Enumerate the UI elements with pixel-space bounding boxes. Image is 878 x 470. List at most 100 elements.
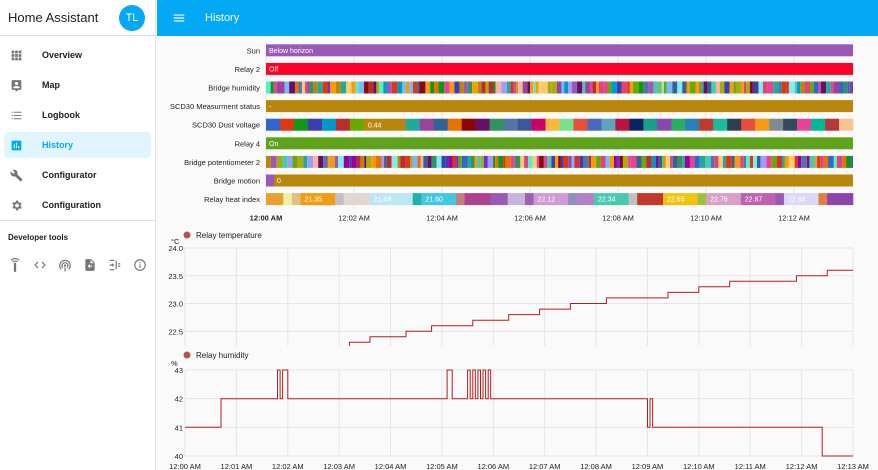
app-toolbar: History	[157, 0, 878, 36]
y-tick-label: 22.5	[168, 327, 183, 336]
list-icon	[11, 111, 22, 119]
sidebar-item-configurator[interactable]: Configurator	[4, 162, 151, 188]
legend-label[interactable]: Relay humidity	[196, 351, 248, 360]
sidebar-item-logbook[interactable]: Logbook	[4, 102, 151, 128]
timeline-state-label: 0.44	[368, 122, 382, 129]
x-tick-label: 12:01 AM	[221, 462, 253, 470]
legend-swatch[interactable]	[183, 231, 191, 239]
x-tick-label: 12:03 AM	[323, 462, 355, 470]
sidebar-item-map[interactable]: Map	[4, 72, 151, 98]
y-tick-label: 24.0	[168, 244, 183, 253]
y-tick-label: 43	[175, 366, 183, 375]
legend-label[interactable]: Relay temperature	[196, 231, 262, 240]
avatar[interactable]: TL	[119, 4, 145, 31]
timeline-state-label: 22.76	[710, 197, 728, 204]
broadcast-icon[interactable]	[58, 258, 72, 272]
series-line[interactable]	[185, 369, 853, 457]
x-tick-label: 12:12 AM	[786, 462, 818, 470]
grid-icon	[11, 50, 22, 60]
timeline-tick-label: 12:00 AM	[250, 213, 283, 222]
timeline-state-label: 22.87	[745, 197, 763, 204]
timeline-row-bar[interactable]: On	[266, 137, 853, 150]
timeline-tick-label: 12:10 AM	[690, 213, 722, 222]
x-tick-label: 12:00 AM	[169, 462, 201, 470]
sidebar-item-history[interactable]: History	[4, 132, 151, 158]
timeline-state-label: On	[269, 141, 278, 148]
sidebar: Home Assistant TL Overview Map Logbook H…	[0, 0, 156, 470]
series-line[interactable]	[185, 269, 853, 346]
y-axis-unit: °C	[171, 237, 180, 246]
timeline-row-label: Relay heat index	[204, 195, 260, 204]
gear-icon	[12, 200, 22, 210]
history-content: Sun Below horizon Relay 2 Off Bridge humidit…	[157, 36, 878, 470]
developer-tools	[8, 258, 147, 272]
timeline-state-label: 22.34	[598, 197, 616, 204]
timeline-state-label: 22.98	[788, 197, 806, 204]
timeline-chart: Sun Below horizon Relay 2 Off Bridge humidit…	[170, 41, 854, 222]
timeline-row-bar[interactable]: -	[266, 100, 853, 113]
file-export-icon[interactable]	[83, 258, 97, 272]
timeline-tick-label: 12:02 AM	[338, 213, 370, 222]
x-tick-label: 12:11 AM	[735, 462, 766, 470]
map-icon	[11, 79, 22, 91]
timeline-row-label: Bridge humidity	[208, 84, 260, 93]
chart-bar-icon	[11, 140, 22, 150]
timeline-row-label: Sun	[247, 46, 260, 55]
relay-temperature-chart: Relay temperature°C24.023.523.022.522.01…	[168, 231, 854, 346]
menu-icon[interactable]	[172, 11, 186, 25]
timeline-tick-label: 12:06 AM	[514, 213, 546, 222]
timeline-tick-label: 12:04 AM	[426, 213, 458, 222]
timeline-row-bar[interactable]: Below horizon	[266, 44, 853, 57]
timeline-state-label: 21.60	[425, 197, 443, 204]
sidebar-item-overview[interactable]: Overview	[4, 42, 151, 68]
x-tick-label: 12:05 AM	[426, 462, 458, 470]
app-title: Home Assistant	[8, 10, 99, 25]
y-tick-label: 42	[175, 395, 183, 404]
sidebar-header: Home Assistant TL	[0, 0, 155, 36]
legend-swatch[interactable]	[183, 351, 191, 359]
timeline-state-label: 22.65	[667, 197, 685, 204]
timeline-row-label: SCD30 Measurment status	[170, 102, 260, 111]
x-tick-label: 12:09 AM	[632, 462, 664, 470]
timeline-row-bar[interactable]	[266, 155, 853, 168]
timeline-row-label: Relay 2	[235, 65, 260, 74]
x-tick-label: 12:04 AM	[375, 462, 407, 470]
timeline-state-label: 21.35	[305, 197, 323, 204]
timeline-row-bar[interactable]: Off	[266, 62, 853, 75]
timeline-state-label: 22.12	[538, 197, 556, 204]
timeline-state-label: Below horizon	[269, 48, 313, 55]
timeline-row-label: Relay 4	[235, 139, 260, 148]
x-tick-label: 12:10 AM	[683, 462, 715, 470]
timeline-row-label: Bridge potentiometer 2	[184, 158, 260, 167]
timeline-row-bar[interactable]: 21.35 21.49 21.60 22.12 22.34 22.65 22.76 22.87…	[266, 193, 854, 206]
x-tick-label: 12:07 AM	[529, 462, 561, 470]
developer-tools-title: Developer tools	[8, 233, 69, 242]
remote-icon[interactable]	[8, 258, 22, 272]
template-icon[interactable]	[108, 258, 122, 272]
timeline-state-label: 21.49	[374, 197, 392, 204]
sidebar-item-configuration[interactable]: Configuration	[4, 192, 151, 218]
sidebar-item-label: Configurator	[42, 170, 97, 180]
x-tick-label: 12:06 AM	[477, 462, 509, 470]
page-title: History	[205, 12, 240, 24]
timeline-row-bar[interactable]	[266, 81, 853, 94]
info-icon[interactable]	[133, 258, 147, 272]
timeline-row-bar[interactable]: 0	[266, 174, 853, 187]
sidebar-item-label: Configuration	[42, 200, 101, 210]
sidebar-item-label: Logbook	[42, 110, 80, 120]
x-tick-label: 12:02 AM	[272, 462, 304, 470]
y-tick-label: 23.5	[168, 272, 183, 281]
timeline-state-label: 0	[277, 178, 281, 185]
code-icon[interactable]	[33, 258, 47, 272]
timeline-state-label: Off	[269, 67, 278, 74]
timeline-tick-label: 12:08 AM	[602, 213, 634, 222]
sidebar-item-label: Map	[42, 80, 60, 90]
timeline-row-label: Bridge motion	[214, 177, 260, 186]
sidebar-divider	[0, 220, 156, 221]
timeline-row-bar[interactable]: 0.44	[266, 118, 854, 131]
y-tick-label: 40	[175, 452, 183, 461]
wrench-icon	[10, 169, 23, 181]
timeline-tick-label: 12:12 AM	[778, 213, 810, 222]
timeline-row-label: SCD30 Dust voltage	[192, 121, 260, 130]
